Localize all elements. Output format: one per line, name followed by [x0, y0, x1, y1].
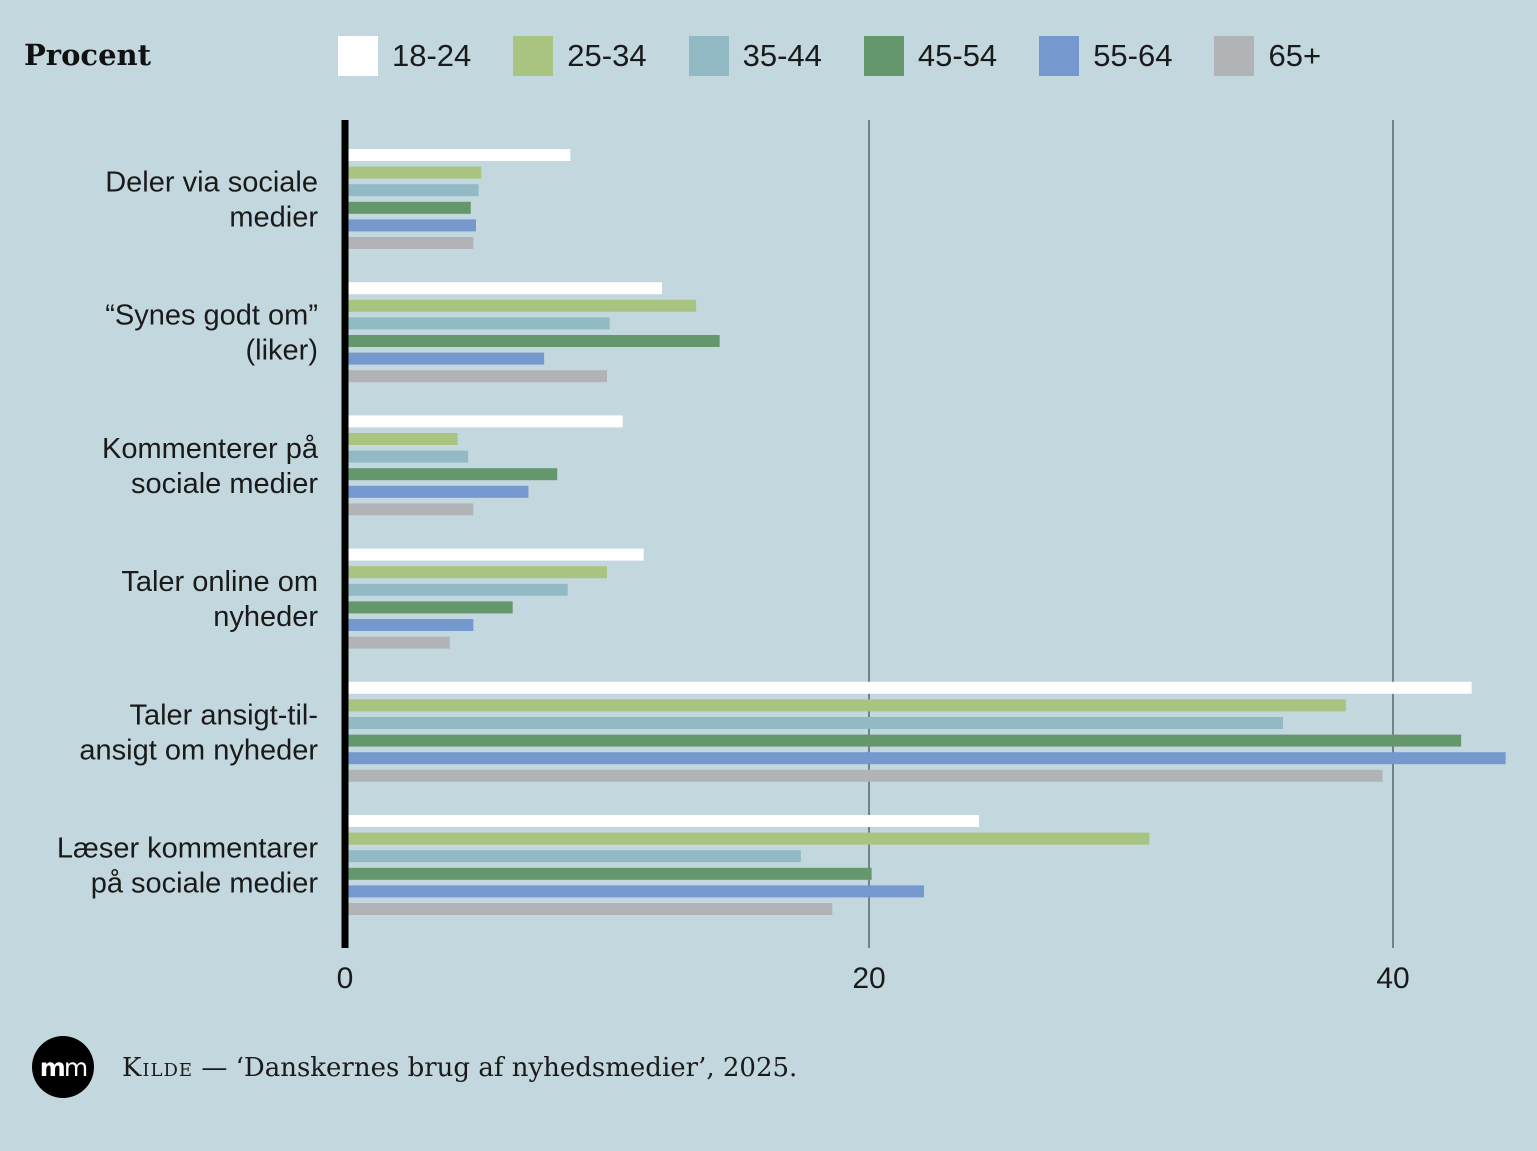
legend-swatch: [1039, 36, 1080, 76]
bar-55-64: [345, 752, 1506, 765]
bar-45-54: [345, 335, 720, 347]
legend-item-45-54: 45-54: [863, 36, 998, 76]
logo-letter-light: m: [63, 1052, 88, 1082]
bar-35-44: [345, 317, 610, 330]
x-tick-label: 20: [852, 962, 885, 995]
bar-45-54: [345, 601, 513, 614]
x-tick-label: 40: [1376, 962, 1409, 995]
bar-65+: [345, 503, 474, 516]
bar-25-34: [345, 566, 607, 579]
bar-55-64: [345, 352, 545, 365]
legend-item-65+: 65+: [1214, 36, 1321, 76]
legend-swatch: [513, 36, 554, 76]
legend: 18-24 25-34 35-44 45-54 55-64 65+: [338, 36, 1363, 76]
bar-65+: [345, 903, 833, 915]
category-label-line: Taler online om: [121, 566, 318, 598]
bar-18-24: [345, 282, 663, 295]
bar-18-24: [345, 681, 1472, 694]
category-label-line: “Synes godt om”: [105, 300, 318, 332]
legend-swatch: [338, 36, 378, 76]
source-label: Kilde: [122, 1053, 194, 1083]
bar-55-64: [345, 885, 925, 898]
bar-55-64: [345, 485, 529, 498]
bar-18-24: [345, 415, 623, 428]
category-label-line: på sociale medier: [91, 868, 319, 900]
legend-label: 45-54: [917, 38, 998, 73]
bar-45-54: [345, 201, 471, 214]
bar-35-44: [345, 850, 801, 863]
bar-45-54: [345, 867, 872, 880]
bar-65+: [345, 769, 1383, 782]
legend-item-25-34: 25-34: [513, 36, 647, 76]
bar-65+: [345, 370, 607, 383]
bar-25-34: [345, 699, 1346, 712]
category-label: Taler ansigt-til-ansigt om nyheder: [79, 699, 318, 766]
source-note: Kilde — ‘Danskernes brug af nyhedsmedier…: [122, 1053, 797, 1083]
category-label: Kommenterer på sociale medier: [102, 433, 319, 500]
category-label: Deler via sociale medier: [105, 167, 318, 234]
bar-25-34: [345, 166, 482, 179]
y-axis-title: Procent: [24, 38, 152, 72]
bar-45-54: [345, 468, 558, 481]
bar-25-34: [345, 299, 697, 312]
bar-18-24: [345, 149, 571, 161]
bar-25-34: [345, 433, 458, 445]
category-label-line: Taler ansigt-til-: [129, 699, 318, 731]
category-label-line: Læser kommentarer: [57, 833, 318, 865]
category-label: Læser kommentarer på sociale medier: [57, 833, 318, 900]
legend-swatch: [1214, 36, 1255, 76]
bar-18-24: [345, 548, 644, 561]
bar-35-44: [345, 184, 479, 197]
bar-25-34: [345, 832, 1150, 845]
x-tick-label: 0: [337, 962, 354, 995]
bar-45-54: [345, 734, 1462, 747]
legend-item-18-24: 18-24: [338, 36, 471, 76]
category-label-line: nyheder: [213, 601, 318, 633]
legend-label: 18-24: [392, 38, 472, 73]
category-label-line: (liker): [246, 335, 319, 367]
legend-swatch: [863, 36, 904, 76]
legend-label: 25-34: [567, 38, 647, 73]
bar-35-44: [345, 717, 1283, 729]
legend-item-55-64: 55-64: [1039, 36, 1172, 76]
logo-letter-bold: m: [39, 1052, 66, 1082]
legend-label: 55-64: [1093, 38, 1173, 73]
legend-swatch: [688, 36, 729, 76]
bar-55-64: [345, 619, 474, 631]
legend-label: 65+: [1268, 38, 1322, 73]
category-label: Taler online om nyheder: [121, 566, 318, 633]
legend-label: 35-44: [742, 38, 822, 73]
source-text: — ‘Danskernes brug af nyhedsmedier’, 202…: [193, 1053, 798, 1083]
bar-65+: [345, 636, 450, 649]
category-label-line: Deler via sociale: [105, 167, 318, 199]
bar-35-44: [345, 450, 469, 463]
bar-18-24: [345, 815, 980, 827]
legend-item-35-44: 35-44: [688, 36, 822, 76]
category-label-line: sociale medier: [131, 468, 318, 500]
category-label-line: medier: [229, 202, 318, 234]
category-label: “Synes godt om” (liker): [105, 300, 318, 367]
bar-65+: [345, 237, 474, 249]
bar-55-64: [345, 219, 476, 232]
bar-35-44: [345, 583, 568, 596]
category-label-line: Kommenterer på: [102, 433, 319, 465]
category-label-line: ansigt om nyheder: [79, 734, 318, 766]
